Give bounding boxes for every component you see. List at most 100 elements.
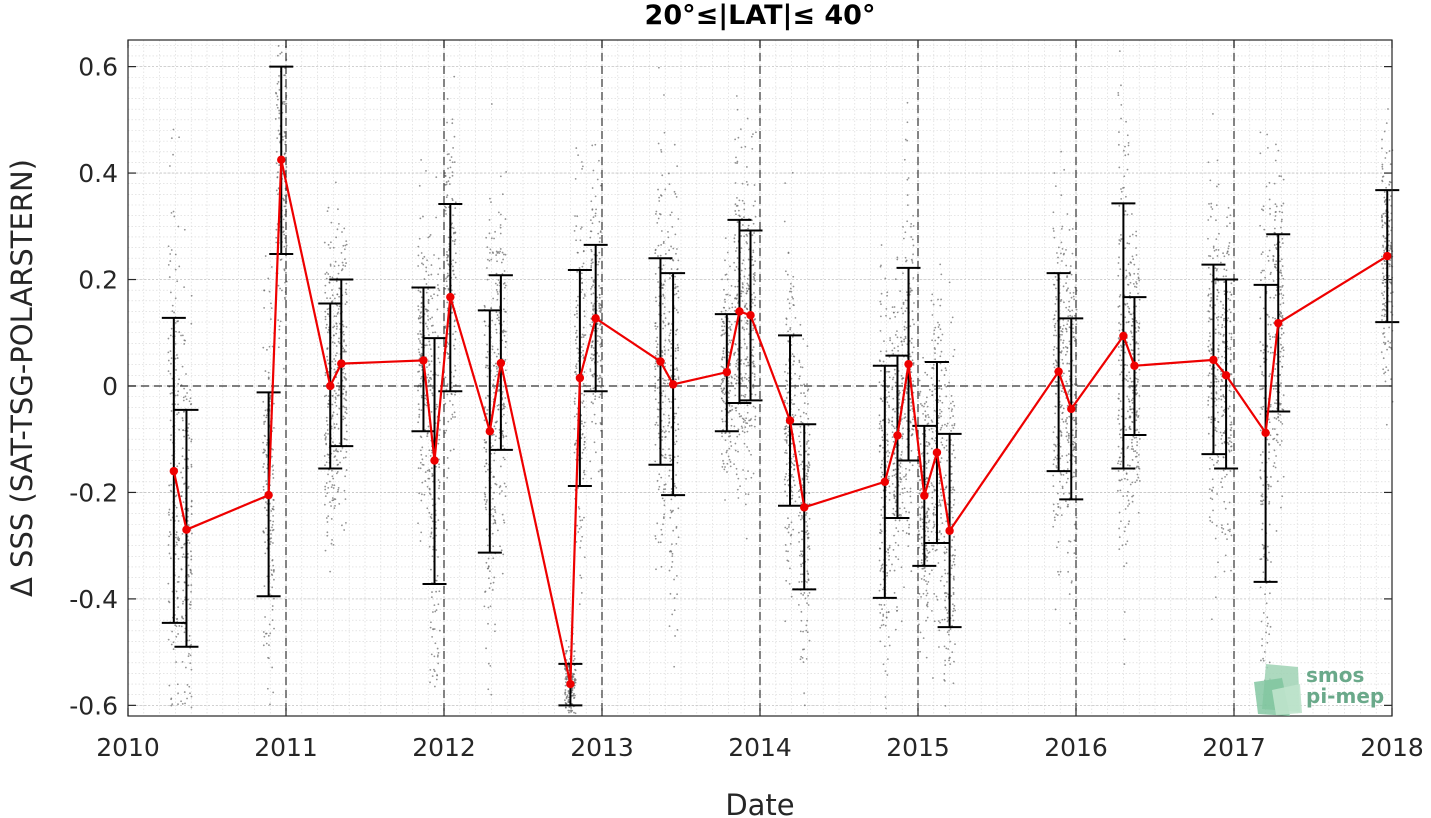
scatter-point: [899, 472, 902, 475]
scatter-point: [336, 450, 339, 453]
scatter-point: [277, 319, 280, 322]
scatter-point: [662, 293, 665, 296]
scatter-point: [787, 550, 789, 553]
scatter-point: [944, 659, 946, 662]
scatter-point: [325, 326, 328, 329]
scatter-point: [599, 423, 602, 425]
scatter-point: [577, 486, 580, 489]
scatter-point: [263, 307, 266, 309]
scatter-point: [425, 169, 427, 172]
scatter-point: [422, 263, 425, 266]
scatter-point: [278, 109, 281, 112]
scatter-point: [741, 286, 744, 288]
scatter-point: [181, 417, 184, 419]
scatter-point: [721, 325, 723, 328]
scatter-point: [928, 551, 931, 554]
scatter-point: [789, 287, 792, 290]
scatter-point: [784, 544, 787, 546]
scatter-point: [909, 355, 912, 358]
scatter-point: [182, 617, 185, 620]
scatter-point: [189, 571, 192, 574]
scatter-point: [891, 388, 894, 391]
scatter-point: [800, 610, 803, 613]
scatter-point: [752, 249, 755, 252]
scatter-point: [654, 322, 657, 325]
scatter-point: [338, 305, 341, 308]
scatter-point: [579, 546, 582, 549]
scatter-point: [932, 521, 935, 523]
scatter-point: [671, 555, 674, 557]
scatter-point: [433, 655, 436, 658]
scatter-point: [425, 283, 428, 285]
scatter-point: [754, 296, 757, 299]
scatter-point: [670, 211, 673, 214]
scatter-point: [494, 482, 497, 485]
scatter-point: [900, 620, 903, 623]
scatter-point: [484, 324, 487, 327]
scatter-point: [746, 322, 749, 325]
scatter-point: [940, 273, 943, 276]
scatter-point: [491, 444, 494, 447]
scatter-point: [501, 572, 504, 575]
scatter-point: [724, 466, 726, 468]
scatter-point: [324, 464, 326, 467]
scatter-point: [449, 400, 451, 402]
scatter-point: [183, 631, 186, 634]
scatter-point: [661, 349, 663, 352]
scatter-point: [445, 206, 447, 209]
scatter-point: [504, 340, 507, 343]
scatter-point: [1052, 362, 1055, 365]
scatter-point: [431, 520, 434, 523]
scatter-point: [940, 369, 943, 372]
scatter-point: [926, 510, 929, 513]
scatter-point: [919, 403, 922, 405]
scatter-point: [567, 701, 570, 704]
scatter-point: [657, 401, 660, 404]
scatter-point: [589, 460, 592, 463]
scatter-point: [923, 575, 926, 577]
scatter-point: [721, 466, 724, 468]
scatter-point: [654, 423, 657, 426]
scatter-point: [748, 376, 750, 379]
scatter-point: [878, 414, 881, 417]
scatter-point: [496, 290, 499, 293]
scatter-point: [784, 526, 787, 529]
scatter-point: [599, 346, 602, 348]
scatter-point: [279, 52, 282, 55]
scatter-point: [593, 281, 595, 283]
scatter-point: [492, 522, 495, 525]
scatter-point: [746, 346, 748, 348]
scatter-point: [753, 279, 756, 281]
scatter-point: [735, 409, 738, 412]
scatter-point: [1061, 225, 1064, 228]
scatter-point: [798, 359, 801, 362]
scatter-point: [186, 697, 188, 700]
scatter-point: [182, 501, 185, 504]
scatter-point: [663, 499, 666, 502]
scatter-point: [590, 401, 593, 404]
scatter-point: [435, 590, 438, 593]
scatter-point: [786, 273, 789, 276]
scatter-point: [891, 306, 894, 309]
scatter-point: [570, 709, 573, 712]
scatter-point: [735, 467, 738, 470]
scatter-point: [895, 527, 898, 529]
scatter-point: [946, 580, 948, 583]
scatter-point: [333, 297, 336, 300]
scatter-point: [169, 462, 172, 465]
scatter-point: [894, 457, 897, 459]
scatter-point: [592, 393, 595, 395]
scatter-point: [170, 249, 173, 251]
scatter-point: [801, 484, 804, 487]
scatter-point: [279, 259, 282, 261]
scatter-point: [734, 387, 736, 390]
scatter-point: [425, 404, 428, 407]
scatter-point: [728, 339, 731, 342]
scatter-point: [496, 314, 499, 316]
scatter-point: [573, 400, 576, 403]
scatter-point: [437, 556, 439, 558]
scatter-point: [496, 284, 499, 287]
scatter-point: [662, 240, 665, 243]
scatter-point: [926, 549, 929, 552]
scatter-point: [426, 259, 428, 262]
